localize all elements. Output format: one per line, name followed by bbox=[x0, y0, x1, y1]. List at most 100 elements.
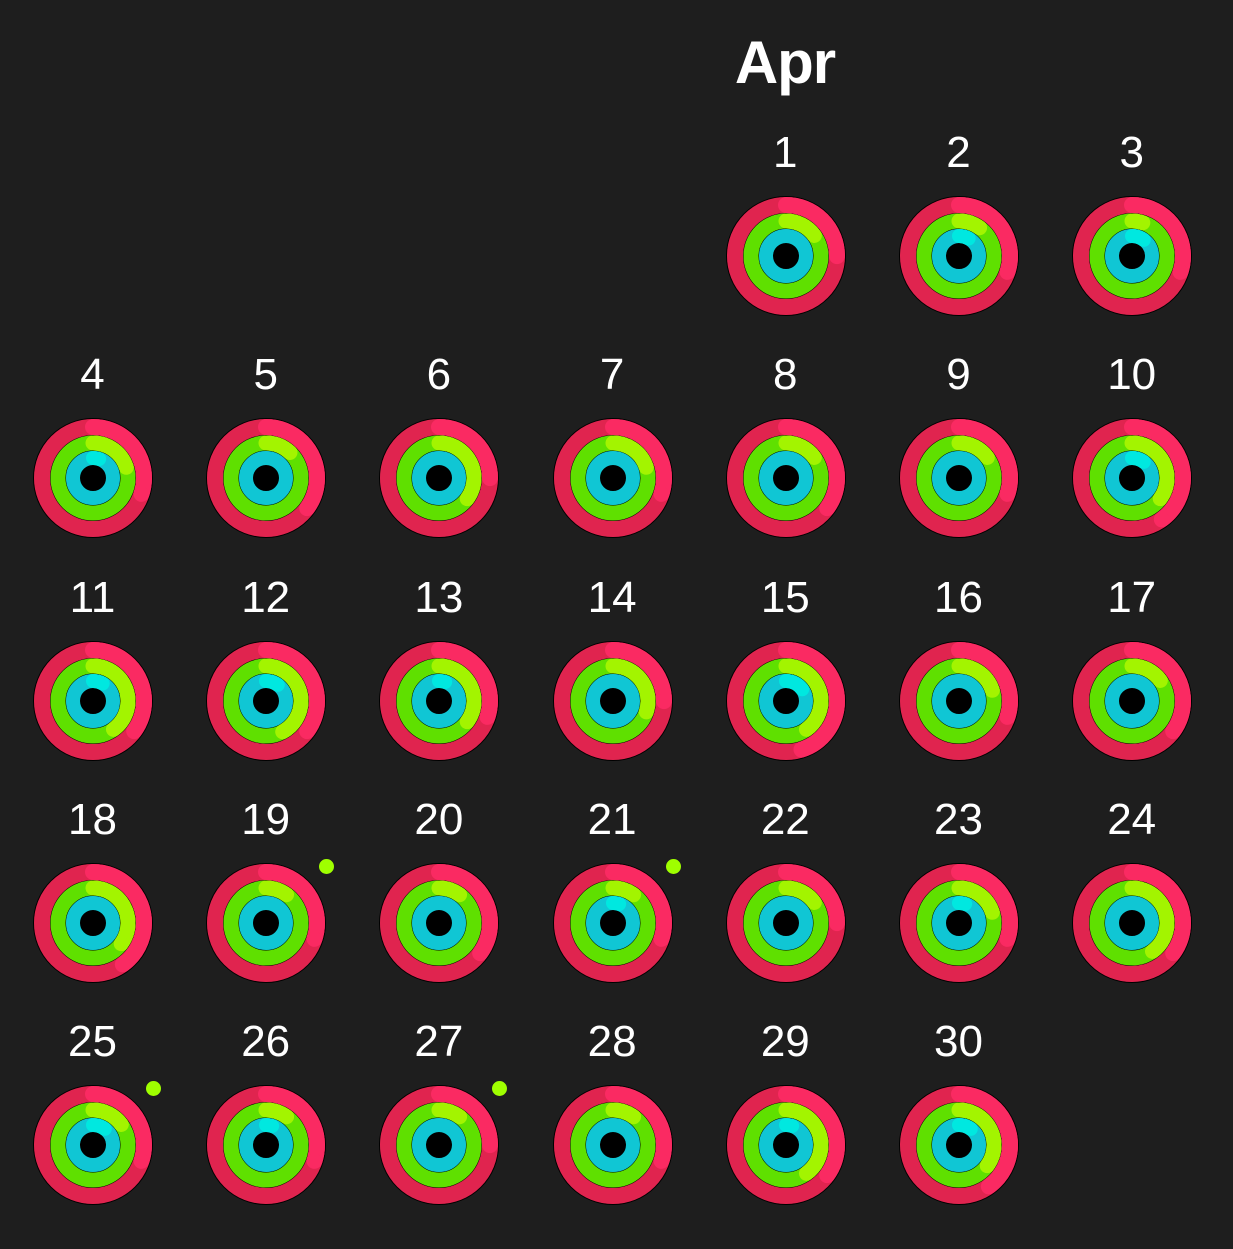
month-title: Apr bbox=[734, 29, 836, 96]
exercise-ring bbox=[570, 435, 656, 521]
day-cell-12[interactable]: 12 bbox=[179, 573, 352, 795]
activity-rings bbox=[206, 1085, 327, 1206]
day-number: 22 bbox=[760, 794, 810, 844]
stand-ring bbox=[412, 895, 467, 950]
day-cell-9[interactable]: 9 bbox=[872, 350, 1045, 572]
exercise-ring bbox=[1089, 435, 1175, 521]
day-number: 13 bbox=[414, 572, 464, 622]
day-number: 29 bbox=[760, 1017, 810, 1067]
stand-ring bbox=[66, 895, 120, 950]
day-cell-1[interactable]: 1 bbox=[699, 128, 872, 350]
day-cell-7[interactable]: 7 bbox=[526, 350, 699, 572]
stand-ring bbox=[932, 229, 986, 283]
day-number: 10 bbox=[1107, 350, 1157, 400]
day-cell-19[interactable]: 19 bbox=[179, 795, 352, 1017]
day-cell-3[interactable]: 3 bbox=[1045, 128, 1218, 350]
activity-rings bbox=[725, 196, 846, 316]
move-ring bbox=[553, 1086, 672, 1205]
day-cell-4[interactable]: 4 bbox=[6, 350, 179, 572]
day-cell-24[interactable]: 24 bbox=[1045, 795, 1218, 1017]
stand-ring bbox=[239, 895, 294, 950]
move-ring bbox=[900, 197, 1018, 315]
activity-rings bbox=[1072, 418, 1193, 539]
day-cell-21[interactable]: 21 bbox=[526, 795, 699, 1017]
stand-ring bbox=[66, 451, 120, 506]
day-cell-25[interactable]: 25 bbox=[6, 1017, 179, 1239]
stand-ring bbox=[932, 895, 986, 950]
exercise-ring bbox=[396, 880, 482, 966]
activity-rings bbox=[725, 1085, 846, 1206]
day-cell-11[interactable]: 11 bbox=[6, 573, 179, 795]
day-cell-5[interactable]: 5 bbox=[179, 350, 352, 572]
day-cell-13[interactable]: 13 bbox=[352, 573, 525, 795]
move-ring bbox=[726, 863, 845, 982]
move-ring bbox=[34, 419, 152, 538]
day-number: 7 bbox=[599, 350, 625, 400]
day-number: 30 bbox=[934, 1017, 983, 1067]
stand-ring bbox=[758, 229, 813, 283]
exercise-ring bbox=[743, 880, 829, 966]
day-cell-30[interactable]: 30 bbox=[872, 1017, 1045, 1239]
exercise-ring bbox=[916, 1102, 1002, 1188]
activity-rings bbox=[379, 1085, 500, 1206]
day-cell-22[interactable]: 22 bbox=[699, 795, 872, 1017]
activity-rings bbox=[899, 418, 1019, 539]
day-number: 21 bbox=[587, 794, 637, 844]
move-ring bbox=[726, 197, 845, 315]
day-cell-28[interactable]: 28 bbox=[526, 1017, 699, 1239]
day-cell-2[interactable]: 2 bbox=[872, 128, 1045, 350]
day-number: 16 bbox=[934, 572, 983, 622]
move-ring bbox=[726, 641, 845, 760]
day-cell-6[interactable]: 6 bbox=[352, 350, 525, 572]
activity-rings bbox=[899, 640, 1019, 761]
activity-rings bbox=[1072, 640, 1193, 761]
exercise-ring bbox=[570, 880, 656, 966]
award-badge-icon bbox=[319, 858, 335, 874]
exercise-ring bbox=[396, 658, 482, 744]
move-ring bbox=[207, 641, 326, 760]
day-cell-15[interactable]: 15 bbox=[699, 573, 872, 795]
move-ring bbox=[726, 1086, 845, 1205]
activity-rings bbox=[552, 862, 673, 983]
day-number: 20 bbox=[414, 794, 464, 844]
move-ring bbox=[553, 419, 672, 538]
activity-rings bbox=[899, 196, 1019, 316]
award-badge-icon bbox=[665, 858, 681, 874]
day-cell-18[interactable]: 18 bbox=[6, 795, 179, 1017]
activity-rings bbox=[379, 862, 500, 983]
day-cell-17[interactable]: 17 bbox=[1045, 573, 1218, 795]
exercise-ring bbox=[50, 880, 136, 966]
activity-rings bbox=[33, 1085, 153, 1206]
stand-ring bbox=[66, 673, 120, 728]
exercise-ring bbox=[916, 658, 1002, 744]
stand-ring bbox=[66, 1118, 120, 1173]
activity-rings bbox=[725, 418, 846, 539]
move-ring bbox=[380, 641, 499, 760]
exercise-ring bbox=[743, 435, 829, 521]
stand-ring bbox=[932, 673, 986, 728]
activity-rings bbox=[1072, 196, 1193, 316]
activity-rings bbox=[379, 640, 500, 761]
move-ring bbox=[380, 863, 499, 982]
day-cell-10[interactable]: 10 bbox=[1045, 350, 1218, 572]
day-number: 9 bbox=[946, 350, 971, 400]
exercise-ring bbox=[50, 435, 136, 521]
activity-rings bbox=[899, 1085, 1019, 1206]
day-cell-8[interactable]: 8 bbox=[699, 350, 872, 572]
day-cell-20[interactable]: 20 bbox=[352, 795, 525, 1017]
activity-rings bbox=[552, 640, 673, 761]
day-cell-23[interactable]: 23 bbox=[872, 795, 1045, 1017]
stand-ring bbox=[412, 451, 467, 506]
day-cell-29[interactable]: 29 bbox=[699, 1017, 872, 1239]
day-cell-16[interactable]: 16 bbox=[872, 573, 1045, 795]
exercise-ring bbox=[1089, 658, 1175, 744]
stand-ring bbox=[585, 1118, 640, 1173]
day-cell-14[interactable]: 14 bbox=[526, 573, 699, 795]
day-cell-26[interactable]: 26 bbox=[179, 1017, 352, 1239]
stand-ring bbox=[585, 895, 640, 950]
day-cell-27[interactable]: 27 bbox=[352, 1017, 525, 1239]
day-number: 1 bbox=[773, 128, 798, 177]
stand-ring bbox=[1105, 673, 1160, 728]
exercise-ring bbox=[570, 1102, 656, 1188]
exercise-ring bbox=[223, 1102, 309, 1188]
